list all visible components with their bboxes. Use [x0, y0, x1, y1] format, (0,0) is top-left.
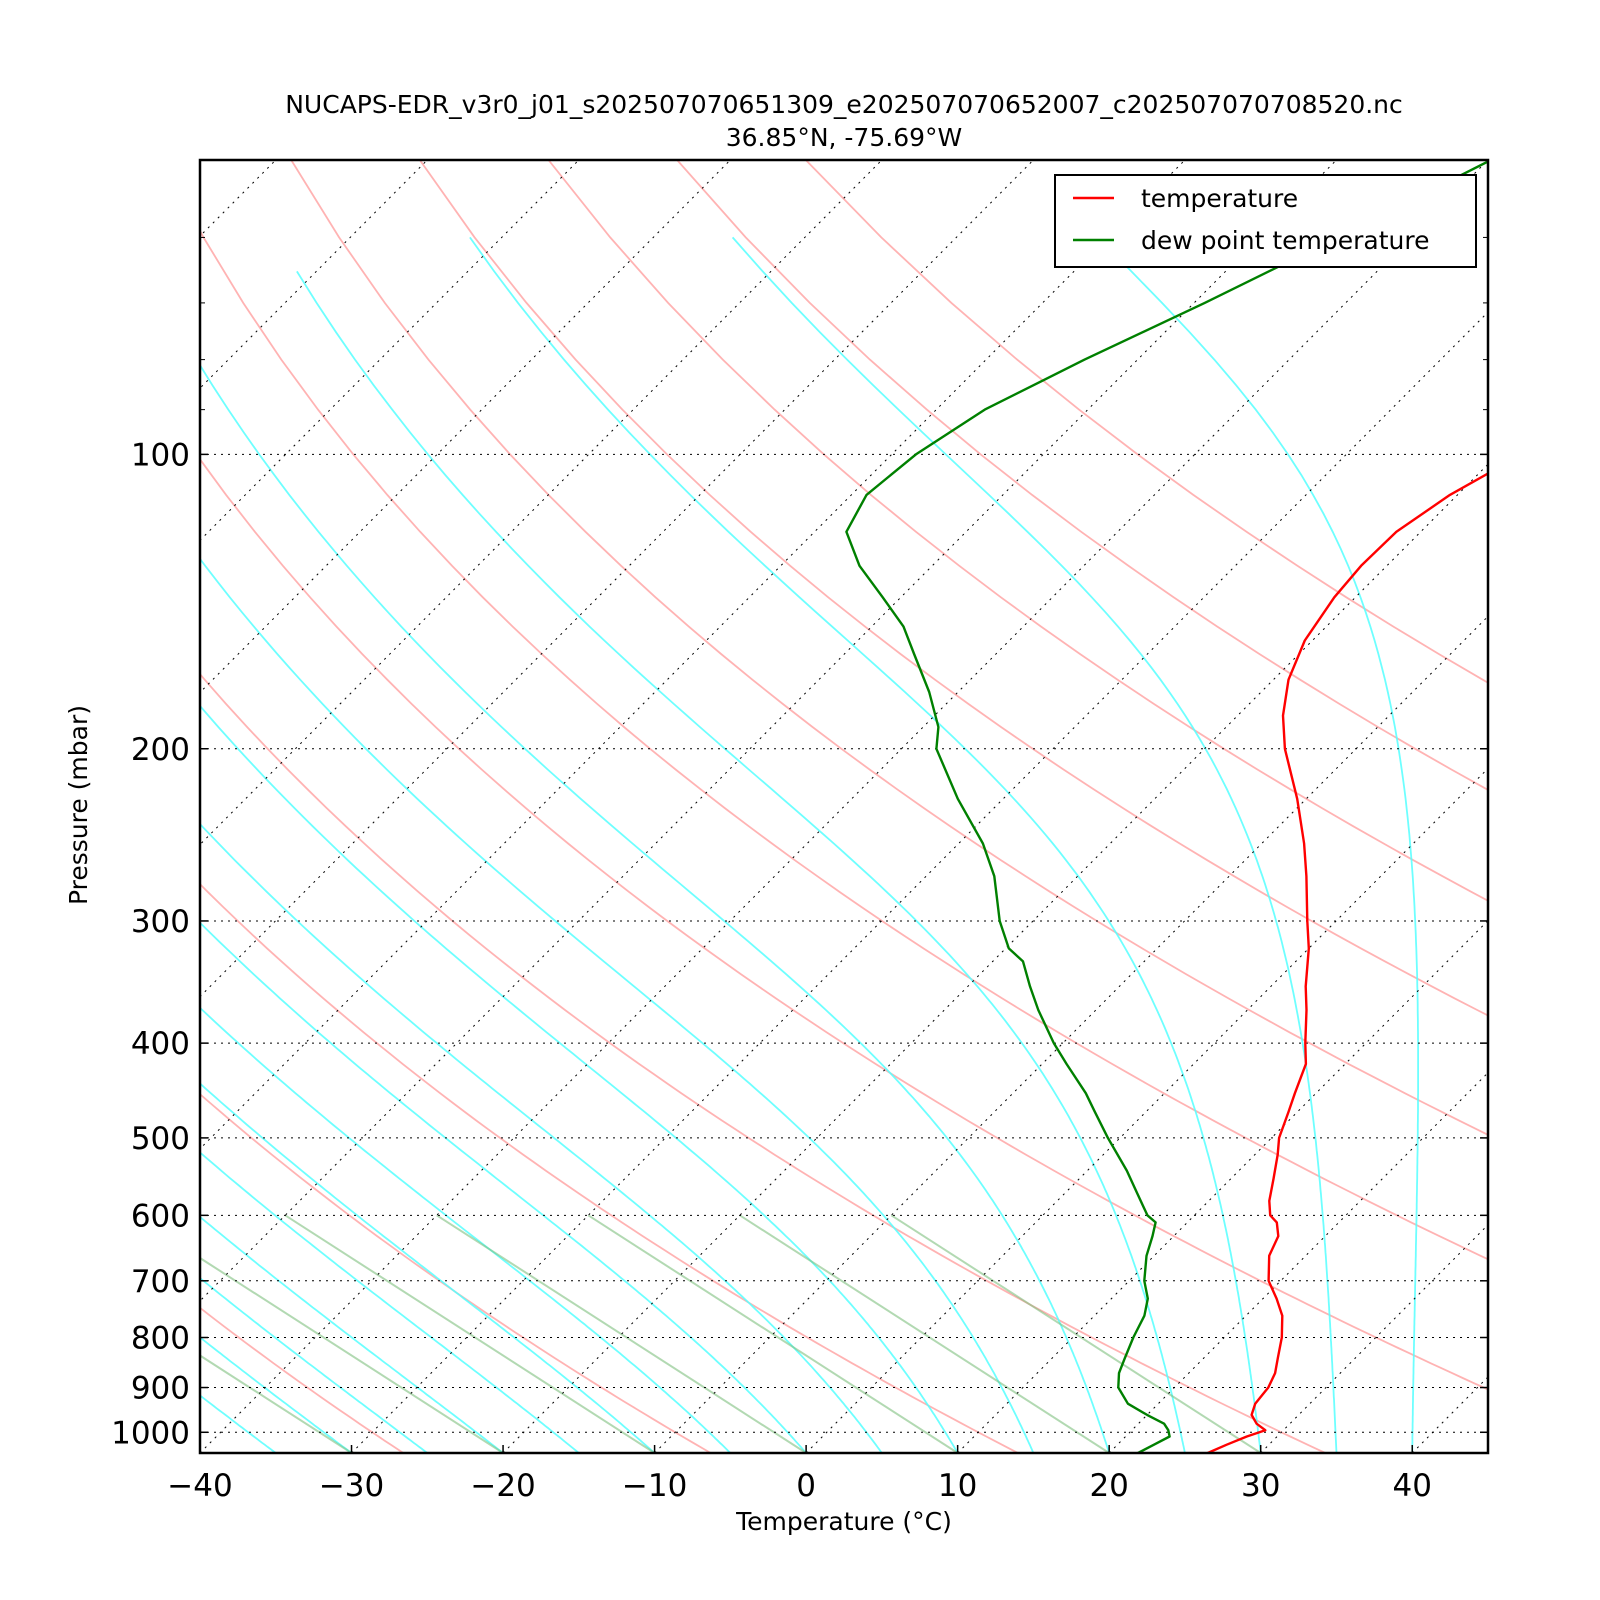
chart-subtitle: 36.85°N, -75.69°W — [726, 123, 962, 152]
dry-adiabat-line — [290, 160, 1488, 1136]
isotherm-line — [200, 160, 1337, 1302]
moist-adiabat-line — [200, 822, 883, 1453]
y-tick-label: 700 — [131, 1264, 190, 1300]
moist-adiabat-line — [1097, 236, 1419, 1453]
y-tick-label: 1000 — [111, 1415, 190, 1451]
dry-adiabat-line — [200, 1306, 404, 1453]
mixing-ratio-line — [739, 1214, 1110, 1453]
x-tick-label: −30 — [319, 1468, 384, 1504]
moist-adiabat-line — [200, 1336, 353, 1453]
dry-adiabat-line — [200, 1092, 712, 1453]
moist-adiabat-line — [296, 270, 1186, 1453]
x-tick-label: −10 — [622, 1468, 687, 1504]
isotherm-line — [1108, 1071, 1488, 1453]
axis-ticks: −40 −30 −20 −10 0 10 20 30 40 100 200 300 400 500 600 7… — [111, 236, 1488, 1504]
y-tick-label: 500 — [131, 1121, 190, 1157]
isotherm-line — [200, 160, 731, 694]
moist-adiabat-line — [200, 557, 1035, 1453]
y-tick-label: 900 — [131, 1371, 190, 1407]
moist-adiabat-line — [469, 236, 1262, 1453]
y-tick-label: 600 — [131, 1198, 190, 1234]
moist-adiabat-line — [200, 1276, 428, 1453]
moist-adiabat-line — [200, 1082, 656, 1453]
y-tick-label: 100 — [131, 437, 190, 473]
isotherm-line — [351, 311, 1488, 1453]
isotherm-line — [654, 615, 1488, 1453]
dry-adiabat-line — [547, 160, 1488, 902]
mixing-ratio-line — [200, 1354, 353, 1453]
dry-adiabat-line — [200, 672, 1326, 1453]
y-tick-label: 800 — [131, 1321, 190, 1357]
isotherm-line — [957, 919, 1488, 1453]
y-tick-label: 400 — [131, 1026, 190, 1062]
moist-adiabat-line — [200, 363, 1111, 1453]
isotherm-line — [200, 160, 428, 389]
moist-adiabat-line — [731, 236, 1338, 1453]
plot-frame — [198, 158, 1490, 1455]
dry-adiabat-line — [200, 228, 1488, 1261]
mixing-ratio-line — [890, 1214, 1262, 1453]
temperature-profile-line — [1207, 472, 1488, 1453]
moist-adiabat-line — [200, 1394, 277, 1453]
moist-adiabat-line — [200, 1006, 732, 1453]
moist-adiabat-line — [200, 1151, 580, 1453]
isotherm-line — [0, 160, 124, 1453]
isotherm-line — [502, 463, 1488, 1453]
isotherm-line — [200, 160, 1488, 1453]
series-layer — [845, 160, 1488, 1453]
y-tick-label: 300 — [131, 904, 190, 940]
x-axis-label: Temperature (°C) — [735, 1507, 952, 1536]
mixing-ratio-line — [200, 1256, 504, 1453]
isotherm-line — [200, 160, 580, 542]
legend-label-temperature: temperature — [1141, 184, 1298, 213]
x-tick-label: 10 — [938, 1468, 977, 1504]
x-tick-label: 0 — [796, 1468, 816, 1504]
dry-adiabat-line — [200, 457, 1488, 1391]
x-tick-label: 20 — [1089, 1468, 1128, 1504]
dry-adiabat-line — [200, 882, 1019, 1453]
dry-adiabat-line — [419, 160, 1488, 1017]
y-tick-label: 200 — [131, 732, 190, 768]
y-axis-label: Pressure (mbar) — [64, 705, 93, 905]
chart-title: NUCAPS-EDR_v3r0_j01_s202507070651309_e20… — [285, 90, 1403, 119]
x-tick-label: 30 — [1241, 1468, 1280, 1504]
isotherm-line — [200, 160, 883, 846]
moist-adiabat-line — [200, 1215, 504, 1453]
isotherm-line — [1260, 1224, 1488, 1453]
mixing-ratio-line — [436, 1214, 807, 1453]
isotherm-line — [200, 160, 1034, 998]
moist-adiabat-line — [0, 948, 124, 1453]
isotherm-line — [805, 767, 1488, 1453]
isotherm-line — [200, 160, 1186, 1150]
legend-label-dew-point: dew point temperature — [1141, 226, 1430, 255]
x-tick-label: −40 — [167, 1468, 232, 1504]
mixing-ratio-line — [587, 1214, 959, 1453]
x-tick-label: −20 — [470, 1468, 535, 1504]
x-tick-label: 40 — [1393, 1468, 1432, 1504]
dry-adiabat-line — [676, 160, 1488, 791]
dry-adiabat-line — [805, 160, 1488, 684]
isotherm-line — [200, 160, 277, 237]
mixing-ratio-line — [0, 1215, 48, 1453]
moist-adiabat-line — [200, 704, 959, 1453]
legend: temperature dew point temperature — [1054, 174, 1477, 268]
mixing-ratio-line — [284, 1214, 656, 1453]
dew-point-profile-line — [845, 160, 1488, 1453]
isotherm-line — [1411, 1376, 1488, 1453]
moist-adiabat-line — [200, 921, 807, 1453]
legend-box — [1054, 174, 1477, 268]
background-reference-lines — [0, 160, 1488, 1453]
